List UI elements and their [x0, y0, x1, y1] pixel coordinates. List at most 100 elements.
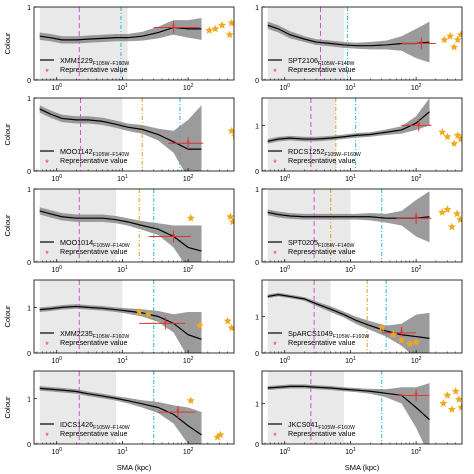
legend-point-swatch: * — [273, 249, 277, 259]
legend-point-label: Representative value — [60, 429, 128, 438]
x-tick-exponent: 2 — [419, 83, 422, 89]
y-tick-label: 0 — [27, 260, 31, 267]
y-tick-label: 0 — [255, 260, 259, 267]
x-tick-exponent: 1 — [353, 447, 356, 453]
error-band — [267, 21, 430, 63]
legend-line-label: SPT0205F105W−F140W — [288, 238, 355, 249]
x-tick-label: 102 — [183, 265, 194, 274]
legend-line-label: IDCS1426F105W−F140W — [60, 420, 130, 431]
x-tick-exponent: 2 — [191, 447, 194, 453]
x-tick-label: 100 — [279, 356, 290, 365]
legend-line-subscript: F105W−F160W — [324, 152, 361, 158]
x-tick-label: 101 — [117, 265, 128, 274]
colour-profile-line — [267, 111, 430, 142]
legend-point-swatch: * — [273, 340, 277, 350]
error-band — [39, 386, 202, 444]
x-tick-label: 101 — [345, 174, 356, 183]
legend-line-subscript: F105W−F140W — [93, 152, 130, 158]
x-tick-label: 100 — [279, 447, 290, 456]
error-band — [39, 17, 202, 44]
legend-line-label: SpARCS1049F105W−F160W — [288, 329, 369, 340]
legend-point-swatch: * — [45, 158, 49, 168]
legend-line-label: MOO1014F105W−F140W — [60, 238, 130, 249]
panel-frame — [261, 188, 463, 263]
representative-value: * — [176, 407, 180, 417]
y-axis-label: Colour — [3, 123, 12, 146]
x-tick-label: 101 — [345, 265, 356, 274]
star-marker — [211, 24, 220, 33]
legend-point-label: Representative value — [60, 338, 128, 347]
y-tick-label: 0 — [255, 442, 259, 449]
legend-point-label: Representative value — [60, 247, 128, 256]
y-tick-label: 0 — [27, 351, 31, 358]
star-marker — [225, 30, 234, 39]
colour-profile-line — [39, 108, 202, 150]
plot-area: * — [39, 98, 234, 171]
star-marker — [457, 403, 462, 411]
x-tick-label: 100 — [279, 265, 290, 274]
legend-line-subscript: F105W−F160W — [333, 334, 370, 340]
x-tick-label: 102 — [411, 356, 422, 365]
representative-value: * — [172, 231, 176, 241]
plot-area: * — [267, 98, 462, 171]
legend-line-subscript: F105W−F140W — [318, 61, 355, 67]
representative-value: * — [414, 390, 418, 400]
colour-profile-line — [267, 24, 430, 47]
x-tick-label: 102 — [183, 356, 194, 365]
legend-line-label: JKCS041F105W−F160W — [288, 420, 355, 431]
x-tick-label: 101 — [117, 174, 128, 183]
x-tick-exponent: 1 — [125, 174, 128, 180]
x-tick-exponent: 1 — [353, 174, 356, 180]
legend-line-label: XMM2235F105W−F160W — [60, 329, 129, 340]
x-tick-exponent: 1 — [125, 447, 128, 453]
x-tick-exponent: 0 — [287, 447, 290, 453]
star-marker — [443, 391, 452, 399]
y-tick-label: 1 — [27, 305, 31, 312]
star-marker — [438, 128, 447, 136]
star-marker — [453, 209, 462, 218]
star-marker — [450, 42, 459, 51]
legend-point-label: Representative value — [288, 429, 356, 438]
shaded-region — [39, 280, 123, 353]
error-band — [267, 292, 430, 353]
y-tick-label: 0 — [255, 351, 259, 358]
y-tick-label: 0 — [27, 78, 31, 85]
plot-area: * — [39, 7, 234, 80]
star-marker — [438, 208, 447, 216]
y-axis-label: Colour — [3, 305, 12, 328]
x-tick-label: 100 — [51, 356, 62, 365]
x-tick-label: 101 — [345, 356, 356, 365]
star-marker — [226, 212, 234, 221]
star-marker — [456, 30, 462, 39]
x-tick-exponent: 2 — [419, 356, 422, 362]
plot-area: * — [267, 280, 430, 353]
x-tick-exponent: 0 — [287, 356, 290, 362]
star-marker — [397, 336, 406, 344]
x-tick-exponent: 2 — [191, 174, 194, 180]
x-tick-exponent: 0 — [59, 83, 62, 89]
x-tick-exponent: 1 — [125, 83, 128, 89]
panel-frame — [261, 370, 463, 445]
representative-value: * — [400, 328, 404, 338]
error-band — [39, 304, 202, 353]
star-marker — [213, 432, 222, 441]
x-tick-exponent: 2 — [419, 447, 422, 453]
representative-value: * — [420, 39, 424, 49]
legend-point-label: Representative value — [60, 65, 128, 74]
x-tick-label: 100 — [279, 174, 290, 183]
x-axis-label: SMA (kpc) — [345, 463, 380, 472]
x-tick-label: 102 — [411, 265, 422, 274]
star-marker — [228, 217, 234, 226]
legend-line-label: XMM1229F105W−F160W — [60, 56, 129, 67]
x-tick-exponent: 0 — [287, 83, 290, 89]
panel-frame — [33, 97, 235, 172]
legend-point-swatch: * — [273, 67, 277, 77]
shaded-region — [267, 280, 331, 353]
